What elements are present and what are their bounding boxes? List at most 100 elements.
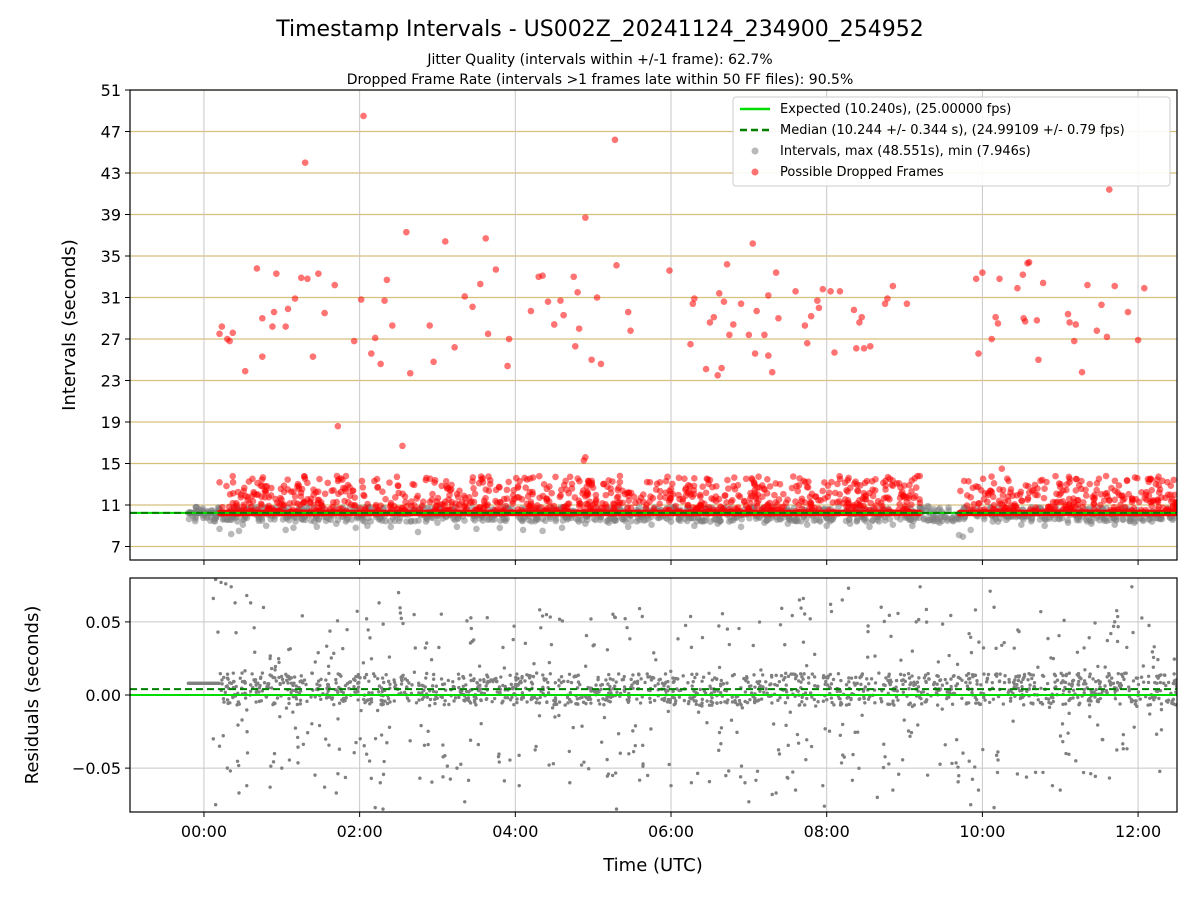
residual-point: [785, 775, 789, 780]
residual-point: [700, 697, 705, 702]
dropped-point: [268, 484, 275, 492]
residual-point: [362, 697, 366, 702]
dropped-point: [265, 502, 273, 510]
dropped-point: [496, 483, 503, 491]
dropped-point: [814, 297, 821, 304]
residual-point: [376, 690, 381, 694]
residual-point: [1049, 695, 1054, 699]
dropped-point: [593, 294, 601, 301]
residual-point: [899, 658, 903, 662]
residual-point: [602, 715, 607, 720]
residual-point: [780, 606, 784, 611]
interval-point: [364, 522, 371, 530]
top-ytick-label: 23: [101, 372, 121, 391]
dropped-point: [1123, 477, 1131, 484]
residual-point: [660, 681, 665, 685]
interval-point: [737, 523, 745, 531]
dropped-point: [1010, 502, 1017, 510]
interval-point: [502, 517, 509, 525]
dropped-point: [642, 504, 650, 512]
residual-point: [271, 702, 275, 707]
residual-point: [707, 779, 712, 784]
residual-point: [621, 677, 626, 682]
dropped-point: [482, 486, 490, 493]
dropped-point: [333, 498, 340, 506]
residual-point: [829, 682, 834, 686]
residual-point: [1024, 775, 1029, 779]
residual-point: [793, 676, 798, 681]
residual-point: [781, 678, 786, 682]
dropped-point: [746, 495, 754, 502]
residual-point: [698, 687, 702, 692]
interval-point: [761, 519, 768, 526]
residual-point: [277, 660, 281, 665]
residual-point: [701, 675, 706, 679]
residual-point: [957, 774, 961, 778]
dropped-point: [764, 501, 772, 508]
dropped-point: [571, 494, 579, 501]
residual-point: [804, 663, 809, 668]
dropped-point: [980, 495, 988, 503]
dropped-point: [836, 287, 844, 295]
dropped-point: [827, 287, 834, 295]
dropped-point: [1056, 491, 1063, 499]
dropped-point: [675, 474, 683, 482]
dropped-point: [423, 474, 430, 482]
residual-point: [973, 765, 977, 769]
residual-point: [1125, 747, 1129, 751]
dropped-point: [442, 478, 450, 485]
residual-point: [476, 685, 480, 689]
interval-point: [1041, 522, 1048, 530]
residual-point: [776, 748, 781, 752]
residual-point: [445, 764, 450, 768]
dropped-point: [1084, 281, 1091, 289]
residual-point: [737, 626, 741, 631]
dropped-point: [844, 476, 852, 484]
dropped-point: [505, 335, 513, 343]
dropped-point: [568, 480, 576, 488]
dropped-point: [1038, 476, 1046, 484]
dropped-point: [487, 476, 494, 484]
residual-point: [223, 690, 228, 695]
residual-point: [896, 611, 900, 616]
dropped-point: [854, 487, 862, 495]
dropped-point: [1121, 495, 1128, 503]
dropped-point: [889, 477, 896, 484]
dropped-point: [223, 482, 230, 490]
dropped-point: [639, 491, 647, 498]
dropped-point: [749, 240, 757, 247]
top-ytick-label: 19: [101, 413, 121, 432]
residual-point: [606, 699, 611, 703]
residual-point: [327, 671, 331, 676]
dropped-point: [652, 486, 660, 493]
residual-point: [248, 683, 253, 687]
dropped-point: [602, 491, 610, 499]
dropped-point: [1147, 476, 1155, 483]
dropped-point: [278, 496, 285, 503]
residual-point: [652, 698, 657, 703]
residual-point: [1033, 770, 1038, 775]
dropped-point: [882, 486, 889, 493]
residual-point: [891, 699, 895, 703]
dropped-point: [691, 475, 698, 482]
residual-point: [354, 674, 358, 679]
residual-point: [1095, 723, 1100, 727]
dropped-point: [1041, 485, 1048, 492]
dropped-point: [736, 493, 744, 500]
dropped-point: [341, 497, 348, 505]
residual-point: [671, 689, 675, 694]
dropped-point: [1097, 501, 1104, 509]
dropped-point: [1004, 497, 1012, 504]
dropped-point: [359, 484, 367, 491]
residual-point: [245, 730, 249, 734]
residual-point: [586, 767, 591, 771]
residual-point: [548, 672, 553, 676]
residual-point: [717, 624, 721, 628]
residual-point: [670, 695, 675, 699]
dropped-point: [403, 228, 410, 236]
residual-point: [535, 697, 539, 701]
dropped-point: [1057, 498, 1064, 506]
residual-point: [960, 696, 964, 701]
dropped-point: [908, 477, 916, 484]
dropped-point: [229, 472, 237, 480]
